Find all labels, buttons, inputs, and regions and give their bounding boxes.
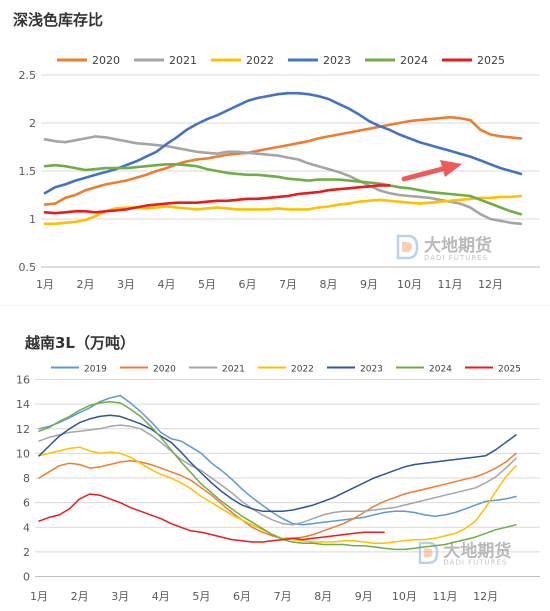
vietnam-line-chart: 0 2 4 6 8 10 12 14 16 1月 2月 3月 4月 5月 6月 7月 8月 9月 10月 11月 12月… (16, 365, 540, 603)
chart-divider (0, 305, 550, 306)
vietnam-x-tick-label: 8月 (314, 590, 332, 603)
vietnam-x-tick-label: 5月 (192, 590, 210, 603)
vietnam-x-tick-label: 1月 (30, 590, 48, 603)
ratio-series-2020 (43, 115, 523, 206)
vietnam-legend-label: 2020 (153, 365, 176, 375)
ratio-series-2022 (43, 194, 523, 226)
ratio-y-tick-label: 1.5 (19, 165, 37, 178)
vietnam-series-2023 (38, 414, 517, 512)
dadi-logo-inner-icon (423, 548, 433, 558)
ratio-x-tick-label: 6月 (239, 278, 257, 291)
vietnam-legend-label: 2022 (291, 365, 314, 375)
ratio-legend-label: 2024 (400, 54, 428, 67)
vietnam-y-tick-label: 12 (16, 423, 30, 436)
ratio-series-2025 (43, 184, 391, 215)
vietnam-series-2021 (38, 424, 517, 526)
ratio-x-tick-label: 11月 (438, 278, 463, 291)
dadi-logo-inner-icon (402, 242, 412, 252)
ratio-legend-label: 2025 (477, 54, 505, 67)
ratio-x-tick-label: 12月 (478, 278, 503, 291)
ratio-y-tick-label: 0.5 (19, 261, 37, 274)
vietnam-y-tick-label: 2 (23, 546, 30, 559)
vietnam-y-tick-label: 0 (23, 571, 30, 584)
vietnam-x-tick-label: 3月 (111, 590, 129, 603)
ratio-x-tick-label: 7月 (279, 278, 297, 291)
vietnam-x-tick-label: 11月 (433, 590, 458, 603)
ratio-x-tick-label: 9月 (360, 278, 378, 291)
ratio-x-tick-label: 5月 (198, 278, 216, 291)
ratio-legend-label: 2023 (323, 54, 351, 67)
vietnam-legend-label: 2021 (222, 365, 245, 375)
vietnam-x-tick-label: 2月 (71, 590, 89, 603)
chart-title-ratio: 深浅色库存比 (13, 11, 104, 29)
chart-title-vietnam: 越南3L（万吨） (25, 334, 135, 352)
vietnam-legend-label: 2019 (84, 365, 107, 375)
ratio-line-chart: 0.5 1 1.5 2 2.5 1月 2月 3月 4月 5月 6月 7月 8月 9月 10月 11月 12月 20… (19, 54, 540, 291)
trend-arrow-head (440, 160, 462, 177)
ratio-series-2024 (43, 163, 523, 216)
vietnam-legend-label: 2023 (360, 365, 383, 375)
watermark-company-name: 大地期货 (424, 235, 492, 256)
ratio-y-tick-label: 2.5 (19, 69, 37, 82)
ratio-x-tick-label: 3月 (117, 278, 135, 291)
vietnam-y-tick-label: 10 (16, 447, 30, 460)
ratio-series-2023 (43, 91, 523, 195)
dadi-logo-icon (396, 234, 419, 260)
vietnam-y-tick-label: 8 (23, 472, 30, 485)
ratio-x-tick-label: 10月 (397, 278, 422, 291)
ratio-y-tick-label: 2 (29, 117, 36, 130)
ratio-legend-label: 2021 (169, 54, 197, 67)
vietnam-x-tick-label: 12月 (473, 590, 498, 603)
ratio-series-2021 (43, 135, 523, 226)
vietnam-series-2024 (38, 400, 517, 551)
vietnam-legend-label: 2025 (498, 365, 521, 375)
dadi-logo-icon (418, 541, 439, 564)
vietnam-x-tick-label: 4月 (152, 590, 170, 603)
ratio-x-tick-label: 8月 (320, 278, 338, 291)
ratio-y-tick-label: 1 (29, 213, 36, 226)
ratio-legend-label: 2020 (92, 54, 120, 67)
ratio-x-tick-label: 1月 (36, 278, 54, 291)
vietnam-series-2025 (38, 493, 385, 543)
vietnam-x-tick-label: 9月 (355, 590, 373, 603)
watermark-company-subtitle: DADI FUTURES (443, 559, 507, 567)
vietnam-x-tick-label: 7月 (274, 590, 292, 603)
ratio-x-tick-label: 4月 (158, 278, 176, 291)
vietnam-y-tick-label: 4 (23, 521, 30, 534)
watermark-company-subtitle: DADI FUTURES (424, 254, 488, 262)
watermark-company-name: 大地期货 (443, 541, 511, 562)
ratio-x-tick-label: 2月 (77, 278, 95, 291)
trend-arrow-shaft (401, 165, 449, 182)
vietnam-y-tick-label: 6 (23, 497, 30, 510)
vietnam-legend-label: 2024 (429, 365, 452, 375)
ratio-legend-label: 2022 (246, 54, 274, 67)
vietnam-y-tick-label: 14 (16, 398, 30, 411)
vietnam-x-tick-label: 6月 (233, 590, 251, 603)
vietnam-series-2019 (38, 394, 517, 526)
vietnam-x-tick-label: 10月 (392, 590, 417, 603)
vietnam-y-tick-label: 16 (16, 374, 30, 387)
